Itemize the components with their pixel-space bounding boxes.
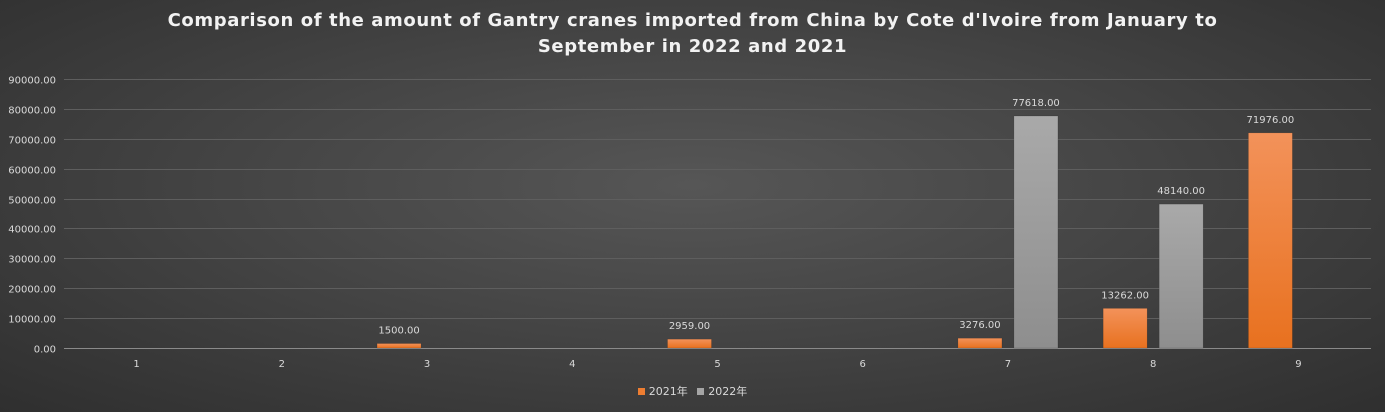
bar-2021-month-7 [957,337,1003,349]
y-tick-label: 20000.00 [8,285,56,296]
y-tick-label: 40000.00 [8,225,56,236]
bar-2021-month-8 [1102,308,1148,349]
x-tick-label: 4 [569,359,575,370]
data-label: 48140.00 [1157,186,1205,197]
legend-label-2021: 2021年 [648,385,688,398]
chart-title: Comparison of the amount of Gantry crane… [0,8,1385,60]
x-tick-label: 8 [1150,359,1156,370]
x-tick-label: 3 [424,359,430,370]
x-tick-label: 9 [1295,359,1301,370]
x-tick-label: 1 [133,359,139,370]
y-tick-label: 60000.00 [8,166,56,177]
x-tick-label: 6 [860,359,866,370]
legend-item-2021: 2021年 [637,383,688,399]
bar-2021-month-3 [376,343,422,349]
legend-label-2022: 2022年 [708,385,748,398]
y-tick-label: 80000.00 [8,106,56,117]
x-tick-label: 5 [714,359,720,370]
bar-2022-month-7 [1013,115,1059,349]
x-tick-label: 7 [1005,359,1011,370]
data-label: 13262.00 [1101,290,1149,301]
data-label: 2959.00 [669,321,710,332]
y-tick-label: 10000.00 [8,315,56,326]
legend: 2021年 2022年 [0,383,1385,399]
legend-swatch-2021 [637,387,645,395]
bar-2021-month-5 [667,338,712,349]
y-tick-label: 0.00 [34,345,56,356]
legend-item-2022: 2022年 [697,383,747,399]
y-tick-label: 90000.00 [8,76,56,87]
y-tick-label: 70000.00 [8,136,56,147]
x-tick-label: 2 [279,359,285,370]
chart-title-line-1: Comparison of the amount of Gantry crane… [167,10,1218,31]
data-label: 1500.00 [378,326,419,337]
data-label: 77618.00 [1012,98,1060,109]
data-label: 3276.00 [959,320,1000,331]
bar-2021-month-9 [1248,132,1293,349]
bar-2022-month-8 [1158,203,1204,349]
legend-swatch-2022 [697,387,705,395]
y-tick-label: 50000.00 [8,196,56,207]
y-tick-label: 30000.00 [8,255,56,266]
data-label: 71976.00 [1247,115,1295,126]
chart-title-line-2: September in 2022 and 2021 [537,36,848,57]
